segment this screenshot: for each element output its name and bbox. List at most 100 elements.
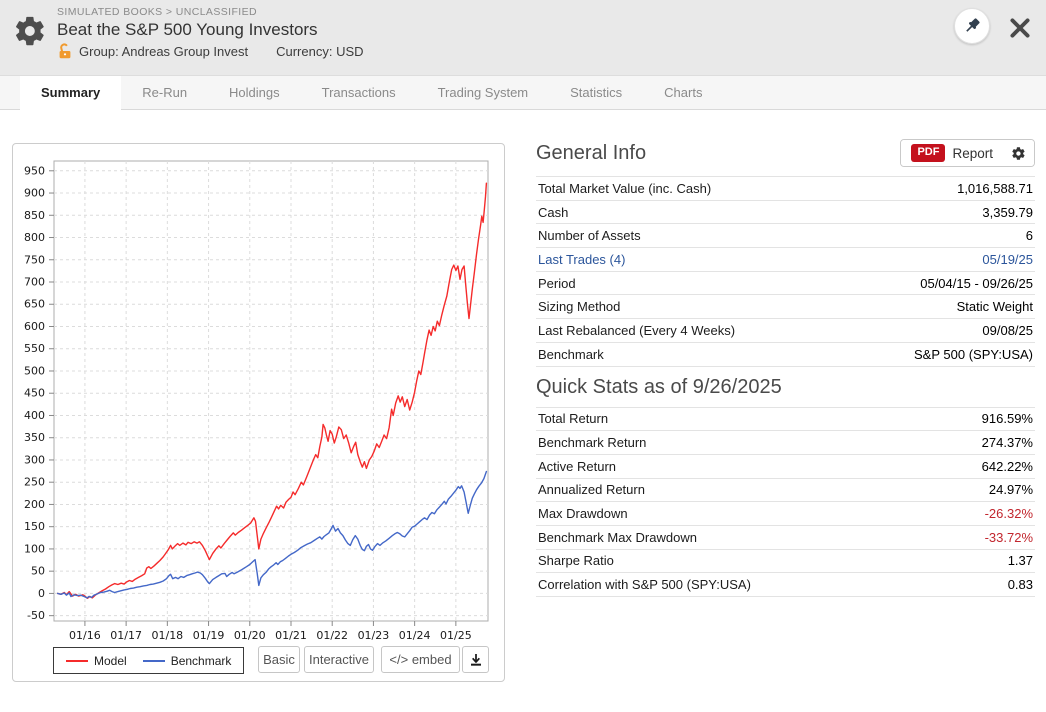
last-trades-link[interactable]: Last Trades (4) bbox=[538, 251, 626, 267]
page-title: Beat the S&P 500 Young Investors bbox=[57, 20, 318, 39]
table-row: Last Rebalanced (Every 4 Weeks) 09/08/25 bbox=[536, 319, 1035, 343]
quick-stats-table: Total Return 916.59% Benchmark Return 274.3… bbox=[536, 406, 1035, 597]
y-axis-label: 600 bbox=[24, 320, 45, 333]
y-axis-label: 400 bbox=[24, 409, 45, 422]
row-value: 274.37% bbox=[981, 435, 1033, 451]
book-settings-gear-icon[interactable] bbox=[13, 14, 47, 48]
legend-label: Benchmark bbox=[170, 653, 232, 668]
y-axis-label: 950 bbox=[24, 164, 45, 177]
row-value: 1,016,588.71 bbox=[957, 180, 1033, 196]
y-axis-label: 700 bbox=[24, 276, 45, 289]
table-row: Cash 3,359.79 bbox=[536, 201, 1035, 225]
tab-statistics[interactable]: Statistics bbox=[570, 85, 623, 100]
close-button[interactable] bbox=[1007, 15, 1033, 41]
gear-icon bbox=[1012, 146, 1025, 160]
x-axis-label: 01/22 bbox=[316, 629, 348, 642]
tab-trading-system[interactable]: Trading System bbox=[437, 85, 529, 100]
row-value: 6 bbox=[1025, 228, 1033, 244]
table-row: Number of Assets 6 bbox=[536, 224, 1035, 249]
header-text: SIMULATED BOOKS > UNCLASSIFIED Beat the … bbox=[57, 6, 364, 59]
x-axis-label: 01/19 bbox=[193, 629, 225, 642]
row-value: S&P 500 (SPY:USA) bbox=[914, 346, 1033, 362]
x-axis-label: 01/21 bbox=[275, 629, 307, 642]
download-chart-button[interactable] bbox=[462, 646, 489, 673]
table-row: Last Trades (4) 05/19/25 bbox=[536, 248, 1035, 272]
x-axis-label: 01/17 bbox=[110, 629, 142, 642]
table-row: Annualized Return 24.97% bbox=[536, 479, 1035, 503]
row-value: 916.59% bbox=[981, 411, 1033, 427]
legend-item: Model bbox=[66, 654, 127, 668]
row-label: Correlation with S&P 500 (SPY:USA) bbox=[538, 577, 751, 593]
pdf-report-button[interactable]: PDF Report bbox=[901, 140, 1003, 166]
y-axis-label: 300 bbox=[24, 453, 45, 466]
unlocked-icon bbox=[57, 43, 73, 59]
row-label: Period bbox=[538, 275, 576, 291]
table-row: Correlation with S&P 500 (SPY:USA) 0.83 bbox=[536, 573, 1035, 597]
tab-charts[interactable]: Charts bbox=[664, 85, 703, 100]
row-label: Number of Assets bbox=[538, 228, 641, 244]
x-axis-label: 01/18 bbox=[151, 629, 183, 642]
table-row: Benchmark Max Drawdown -33.72% bbox=[536, 526, 1035, 550]
row-label: Cash bbox=[538, 204, 569, 220]
row-value: 3,359.79 bbox=[982, 204, 1033, 220]
gear-icon bbox=[15, 16, 44, 46]
pin-button[interactable] bbox=[954, 8, 990, 44]
interactive-view-button[interactable]: Interactive bbox=[304, 646, 374, 673]
chart-legend: Model Benchmark bbox=[53, 647, 245, 674]
tab-summary[interactable]: Summary bbox=[20, 76, 122, 110]
row-label: Active Return bbox=[538, 458, 617, 474]
y-axis-label: 750 bbox=[24, 253, 45, 266]
table-row: Total Return 916.59% bbox=[536, 406, 1035, 432]
general-info-heading: General Info bbox=[536, 141, 647, 164]
y-axis-label: 0 bbox=[38, 587, 45, 600]
legend-swatch bbox=[66, 659, 88, 662]
y-axis-label: 450 bbox=[24, 387, 45, 400]
last-trade-date-link[interactable]: 05/19/25 bbox=[982, 251, 1033, 267]
legend-label: Model bbox=[94, 653, 127, 668]
report-settings-button[interactable] bbox=[1003, 140, 1034, 166]
table-row: Period 05/04/15 - 09/26/25 bbox=[536, 272, 1035, 296]
table-row: Benchmark S&P 500 (SPY:USA) bbox=[536, 343, 1035, 367]
row-value: 0.83 bbox=[1007, 577, 1033, 593]
legend-item: Benchmark bbox=[142, 653, 232, 668]
performance-chart: -50 0 50 100 150 200 250 300 350 400 450 500 550 600 6… bbox=[24, 160, 489, 642]
row-label: Sizing Method bbox=[538, 299, 621, 315]
table-row: Max Drawdown -26.32% bbox=[536, 502, 1035, 526]
row-value: 05/04/15 - 09/26/25 bbox=[920, 275, 1033, 291]
basic-view-button[interactable]: Basic bbox=[258, 646, 300, 673]
download-icon bbox=[470, 653, 481, 666]
tab-transactions[interactable]: Transactions bbox=[321, 85, 396, 100]
y-axis-label: -50 bbox=[27, 609, 45, 622]
row-label: Last Rebalanced (Every 4 Weeks) bbox=[538, 322, 736, 338]
row-label: Annualized Return bbox=[538, 482, 645, 498]
quick-stats-heading: Quick Stats as of 9/26/2025 bbox=[536, 375, 782, 398]
x-axis-label: 01/24 bbox=[399, 629, 431, 642]
row-value: 09/08/25 bbox=[982, 322, 1033, 338]
table-row: Benchmark Return 274.37% bbox=[536, 431, 1035, 455]
table-row: Sharpe Ratio 1.37 bbox=[536, 550, 1035, 574]
table-row: Active Return 642.22% bbox=[536, 455, 1035, 479]
y-axis-label: 350 bbox=[24, 431, 45, 444]
performance-chart-panel: -50 0 50 100 150 200 250 300 350 400 450 500 550 600 6… bbox=[12, 143, 505, 682]
row-value: 642.22% bbox=[981, 458, 1033, 474]
y-axis-label: 650 bbox=[24, 298, 45, 311]
y-axis-label: 550 bbox=[24, 342, 45, 355]
row-value: 24.97% bbox=[988, 482, 1033, 498]
breadcrumb: SIMULATED BOOKS > UNCLASSIFIED bbox=[57, 6, 257, 18]
y-axis-label: 100 bbox=[24, 542, 45, 555]
general-info-table: Total Market Value (inc. Cash) 1,016,588.… bbox=[536, 176, 1035, 367]
row-value: -33.72% bbox=[984, 529, 1033, 545]
tab-re-run[interactable]: Re-Run bbox=[142, 85, 188, 100]
embed-button[interactable]: </> embed bbox=[381, 646, 460, 673]
pdf-badge: PDF bbox=[911, 144, 946, 162]
y-axis-label: 50 bbox=[31, 565, 45, 578]
legend-swatch bbox=[142, 659, 165, 662]
tab-holdings[interactable]: Holdings bbox=[229, 85, 280, 100]
x-axis-label: 01/25 bbox=[440, 629, 472, 642]
row-label: Sharpe Ratio bbox=[538, 553, 614, 569]
x-axis-label: 01/20 bbox=[234, 629, 266, 642]
y-axis-label: 200 bbox=[24, 498, 45, 511]
currency-label: Currency: USD bbox=[276, 43, 364, 59]
report-button-group: PDF Report bbox=[900, 139, 1035, 167]
